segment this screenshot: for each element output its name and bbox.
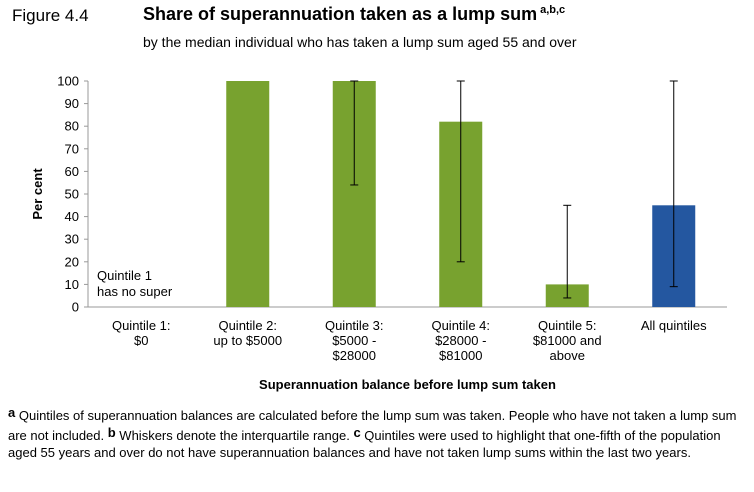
- y-tick-label: 40: [65, 209, 79, 224]
- bar-chart: 0 10 20 30 40 50 60 70 80 90 100 Per cent Quintile 1…: [30, 74, 727, 392]
- footnote: a Quintiles of superannuation balances a…: [8, 404, 748, 461]
- y-tick-label: 10: [65, 277, 79, 292]
- annotation-no-super: Quintile 1 has no super: [97, 268, 173, 299]
- x-tick-label: Quintile 2: up to $5000: [213, 318, 282, 348]
- figure-label: Figure 4.4: [12, 6, 89, 25]
- x-tick-label: Quintile 1: $0: [112, 318, 171, 348]
- x-tick-label: All quintiles: [641, 318, 707, 333]
- x-tick-label: Quintile 4: $28000 -$81000: [431, 318, 490, 363]
- footnote-marker-c: c: [353, 425, 361, 440]
- chart-subtitle: by the median individual who has taken a…: [143, 34, 577, 50]
- y-tick-label: 50: [65, 187, 79, 202]
- x-axis-label: Superannuation balance before lump sum t…: [259, 377, 556, 392]
- chart-title-text: Share of superannuation taken as a lump …: [143, 4, 538, 24]
- y-tick-label: 30: [65, 232, 79, 247]
- footnote-text-b: Whiskers denote the interquartile range.: [115, 428, 354, 443]
- x-tick-label: Quintile 3: $5000 -$28000: [325, 318, 384, 363]
- x-tick-label: Quintile 5: $81000 and above: [533, 318, 602, 363]
- footnote-marker-a: a: [8, 405, 16, 420]
- y-tick-label: 60: [65, 164, 79, 179]
- footnote-text-c: Quintiles were used to highlight that on…: [8, 428, 721, 460]
- y-tick-label: 70: [65, 141, 79, 156]
- footnote-marker-b: b: [107, 425, 116, 440]
- bar: [226, 81, 270, 307]
- y-tick-label: 20: [65, 254, 79, 269]
- y-tick-label: 0: [72, 300, 79, 315]
- title-superscript: a,b,c: [540, 4, 566, 16]
- y-tick-label: 90: [65, 96, 79, 111]
- chart-title: Share of superannuation taken as a lump …: [143, 4, 565, 25]
- y-tick-label: 100: [57, 74, 79, 89]
- footnote-text-a: Quintiles of superannuation balances are…: [8, 408, 737, 443]
- y-axis-label: Per cent: [30, 168, 45, 220]
- y-tick-label: 80: [65, 119, 79, 134]
